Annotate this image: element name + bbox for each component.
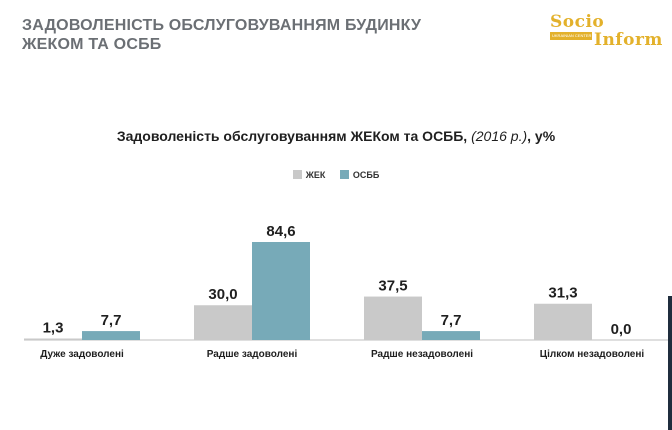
chart-title: Задоволеність обслуговуванням ЖЕКом та О… — [116, 128, 556, 144]
legend-item-zhek: ЖЕК — [292, 170, 325, 180]
bar-osbb-0 — [82, 331, 140, 340]
logo-tagline: UKRAINIAN CENTER FOR PUBLIC OPINION RESE… — [552, 33, 648, 38]
data-label-osbb-2: 7,7 — [441, 312, 462, 329]
category-label-0: Дуже задоволені — [40, 349, 124, 360]
bar-zhek-0 — [24, 338, 82, 340]
slide-title: ЗАДОВОЛЕНІСТЬ ОБСЛУГОВУВАННЯМ БУДИНКУ ЖЕ… — [22, 17, 422, 53]
data-label-osbb-1: 84,6 — [266, 223, 295, 240]
data-label-osbb-3: 0,0 — [611, 321, 632, 338]
bar-zhek-1 — [194, 305, 252, 340]
logo-text-socio: Socio — [550, 12, 605, 32]
category-label-2: Радше незадоволені — [371, 349, 473, 360]
bar-zhek-2 — [364, 296, 422, 340]
data-label-zhek-0: 1,3 — [43, 319, 64, 336]
right-edge-strip — [668, 296, 672, 430]
data-label-zhek-3: 31,3 — [548, 285, 577, 302]
data-label-osbb-0: 7,7 — [101, 312, 122, 329]
category-label-1: Радше задоволені — [207, 349, 298, 360]
data-label-zhek-2: 37,5 — [378, 278, 407, 295]
legend-swatch-zhek — [292, 170, 302, 179]
bar-zhek-3 — [534, 303, 592, 340]
bar-osbb-2 — [422, 331, 480, 340]
bar-osbb-1 — [252, 242, 310, 340]
category-label-3: Цілком незадоволені — [540, 349, 645, 360]
legend-item-osbb: ОСББ — [339, 170, 379, 180]
legend-swatch-osbb — [339, 170, 349, 179]
logo-text-inform: Inform — [594, 30, 663, 50]
data-label-zhek-1: 30,0 — [208, 286, 237, 303]
chart-legend: ЖЕК ОСББ — [0, 170, 672, 180]
socioinform-logo: Socio UKRAINIAN CENTER FOR PUBLIC OPINIO… — [544, 12, 662, 54]
